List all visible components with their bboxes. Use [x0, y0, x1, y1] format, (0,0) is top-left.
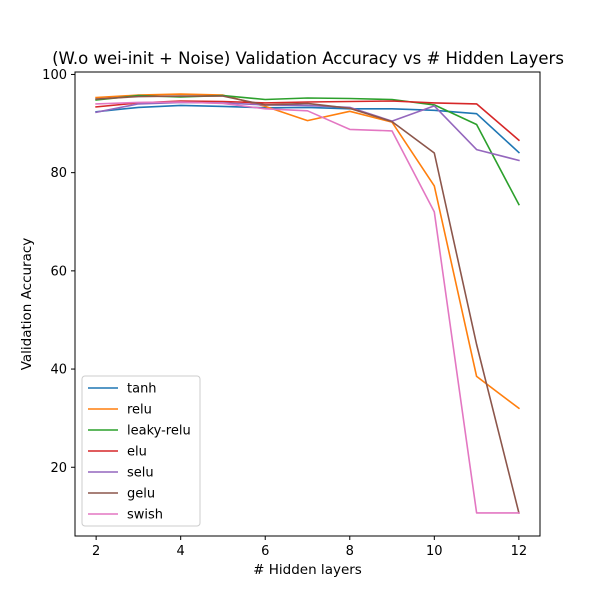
x-axis-ticks: 2 4 6 8 10 12: [92, 536, 527, 559]
y-tick-label: 20: [50, 461, 67, 476]
plot-lines: [95, 93, 521, 514]
y-axis-ticks: 20 40 60 80 100: [42, 68, 75, 476]
y-tick-label: 80: [50, 166, 67, 181]
axes-frame: [74, 71, 541, 537]
series-line-swish: [95, 101, 520, 514]
legend-label-elu: elu: [127, 445, 147, 460]
x-axis-label: # Hidden layers: [253, 562, 362, 578]
x-tick-label: 8: [346, 544, 354, 559]
legend-label-tanh: tanh: [127, 382, 157, 397]
x-tick-label: 12: [511, 544, 528, 559]
legend-label-leaky-relu: leaky-relu: [127, 424, 191, 439]
legend-label-selu: selu: [127, 466, 154, 481]
y-tick-label: 60: [50, 264, 67, 279]
x-tick-label: 10: [426, 544, 443, 559]
y-axis-label: Validation Accuracy: [19, 238, 35, 371]
x-tick-label: 2: [92, 544, 100, 559]
legend-label-relu: relu: [127, 403, 152, 418]
y-tick-label: 40: [50, 363, 67, 378]
legend-box: [81, 375, 201, 527]
x-tick-label: 4: [177, 544, 185, 559]
legend-label-gelu: gelu: [127, 487, 155, 502]
series-line-tanh: [95, 104, 521, 154]
x-tick-label: 6: [261, 544, 269, 559]
legend-label-swish: swish: [127, 508, 163, 523]
series-line-relu: [95, 93, 521, 410]
legend: tanh relu leaky-relu elu selu gelu swish: [81, 375, 201, 527]
chart-title: (W.o wei-init + Noise) Validation Accura…: [52, 49, 564, 68]
y-tick-label: 100: [42, 68, 67, 83]
series-line-gelu: [95, 95, 520, 514]
